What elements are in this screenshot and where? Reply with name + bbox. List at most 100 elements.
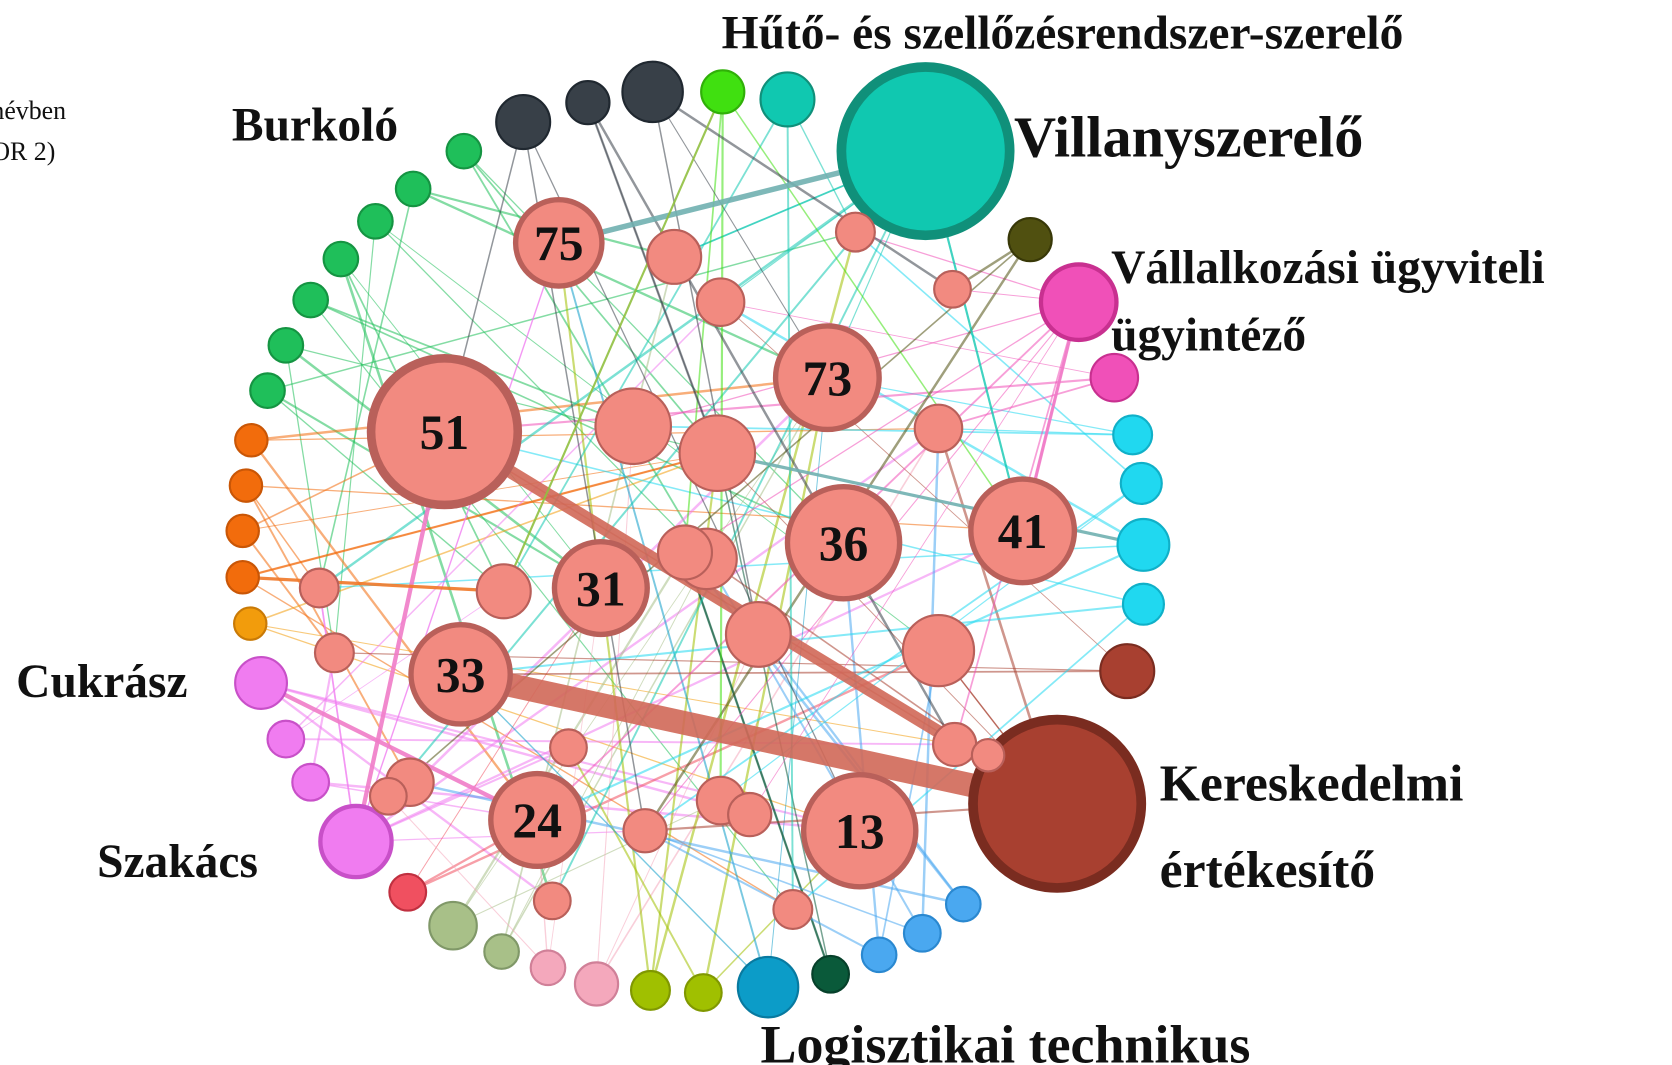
- edge: [463, 150, 708, 560]
- edge: [444, 376, 1115, 433]
- edge: [412, 187, 828, 379]
- node: [266, 719, 306, 759]
- edge: [242, 452, 718, 579]
- node: [656, 524, 714, 581]
- edge: [318, 587, 357, 842]
- node: [551, 538, 650, 638]
- node: [388, 872, 428, 912]
- node: [512, 197, 605, 289]
- node: [727, 791, 773, 838]
- node-number: 73: [803, 351, 853, 406]
- edge: [651, 91, 760, 635]
- edge: [460, 673, 769, 988]
- node: [366, 353, 523, 510]
- node-label: értékesítő: [1160, 842, 1376, 899]
- node: [475, 563, 532, 620]
- edge: [267, 231, 856, 392]
- node-label: Cukrász: [16, 656, 187, 708]
- edge: [854, 231, 1142, 485]
- node: [368, 776, 408, 816]
- node: [234, 423, 269, 458]
- edge: [309, 652, 336, 783]
- node-label: Vállalkozási ügyviteli: [1111, 242, 1545, 294]
- node: [1119, 461, 1163, 505]
- node: [322, 240, 360, 278]
- edge: [702, 377, 829, 993]
- edge: [502, 91, 724, 592]
- node: [1089, 352, 1140, 403]
- edge: [651, 90, 954, 291]
- node: [267, 327, 305, 364]
- node-number: 41: [998, 504, 1048, 559]
- node: [408, 622, 513, 727]
- edge: [551, 150, 927, 902]
- node: [913, 403, 964, 454]
- node: [318, 803, 394, 880]
- node: [622, 808, 668, 854]
- edge: [684, 301, 1080, 554]
- node: [233, 606, 268, 641]
- node-number: 24: [512, 793, 562, 848]
- node: [621, 60, 684, 124]
- edge: [407, 649, 939, 894]
- edge: [463, 150, 719, 454]
- node: [678, 414, 757, 493]
- node: [291, 762, 331, 802]
- node: [228, 468, 264, 503]
- edge: [260, 681, 751, 816]
- edge: [260, 681, 539, 822]
- edge: [938, 376, 1115, 430]
- node-label: Villanyszerelő: [1014, 105, 1363, 170]
- node-number: 31: [576, 561, 626, 616]
- edge: [251, 376, 828, 442]
- node: [573, 961, 620, 1007]
- node-label: Kereskedelmi: [1160, 756, 1464, 813]
- node: [488, 770, 587, 870]
- node-label: Logisztikai technikus: [760, 1015, 1250, 1065]
- node: [1007, 216, 1053, 263]
- edge: [387, 795, 549, 969]
- node: [313, 632, 355, 674]
- node: [901, 613, 976, 688]
- node: [970, 737, 1006, 773]
- edge: [458, 662, 1060, 816]
- node-label: ügyintéző: [1111, 310, 1306, 362]
- node: [1099, 643, 1156, 700]
- node: [495, 94, 552, 151]
- node: [357, 202, 394, 240]
- edge: [587, 102, 718, 454]
- node: [646, 228, 703, 285]
- edge: [318, 188, 414, 589]
- node: [445, 132, 483, 170]
- edge: [318, 150, 927, 590]
- edge: [567, 747, 705, 994]
- node: [529, 949, 567, 987]
- node: [225, 560, 260, 595]
- node: [836, 62, 1015, 241]
- node-number: 13: [835, 804, 885, 859]
- node: [1112, 414, 1154, 456]
- edge: [285, 301, 722, 740]
- node-label: Hűtő- és szellőzésrendszer-szerelő: [722, 8, 1404, 60]
- node: [736, 955, 800, 1019]
- node: [483, 933, 520, 970]
- node: [759, 71, 816, 128]
- node: [428, 900, 478, 951]
- node: [225, 513, 260, 549]
- edge: [267, 390, 505, 592]
- node: [968, 476, 1078, 586]
- node: [1038, 262, 1119, 343]
- header-fragment: névben: [0, 96, 66, 125]
- edge: [722, 91, 1024, 532]
- node: [933, 269, 972, 309]
- node: [834, 211, 876, 253]
- node: [932, 721, 978, 768]
- node: [1116, 517, 1171, 572]
- edge: [452, 800, 721, 927]
- edge: [502, 98, 789, 592]
- node: [249, 372, 286, 409]
- edge: [652, 91, 828, 378]
- edge: [245, 485, 320, 589]
- node: [549, 728, 588, 768]
